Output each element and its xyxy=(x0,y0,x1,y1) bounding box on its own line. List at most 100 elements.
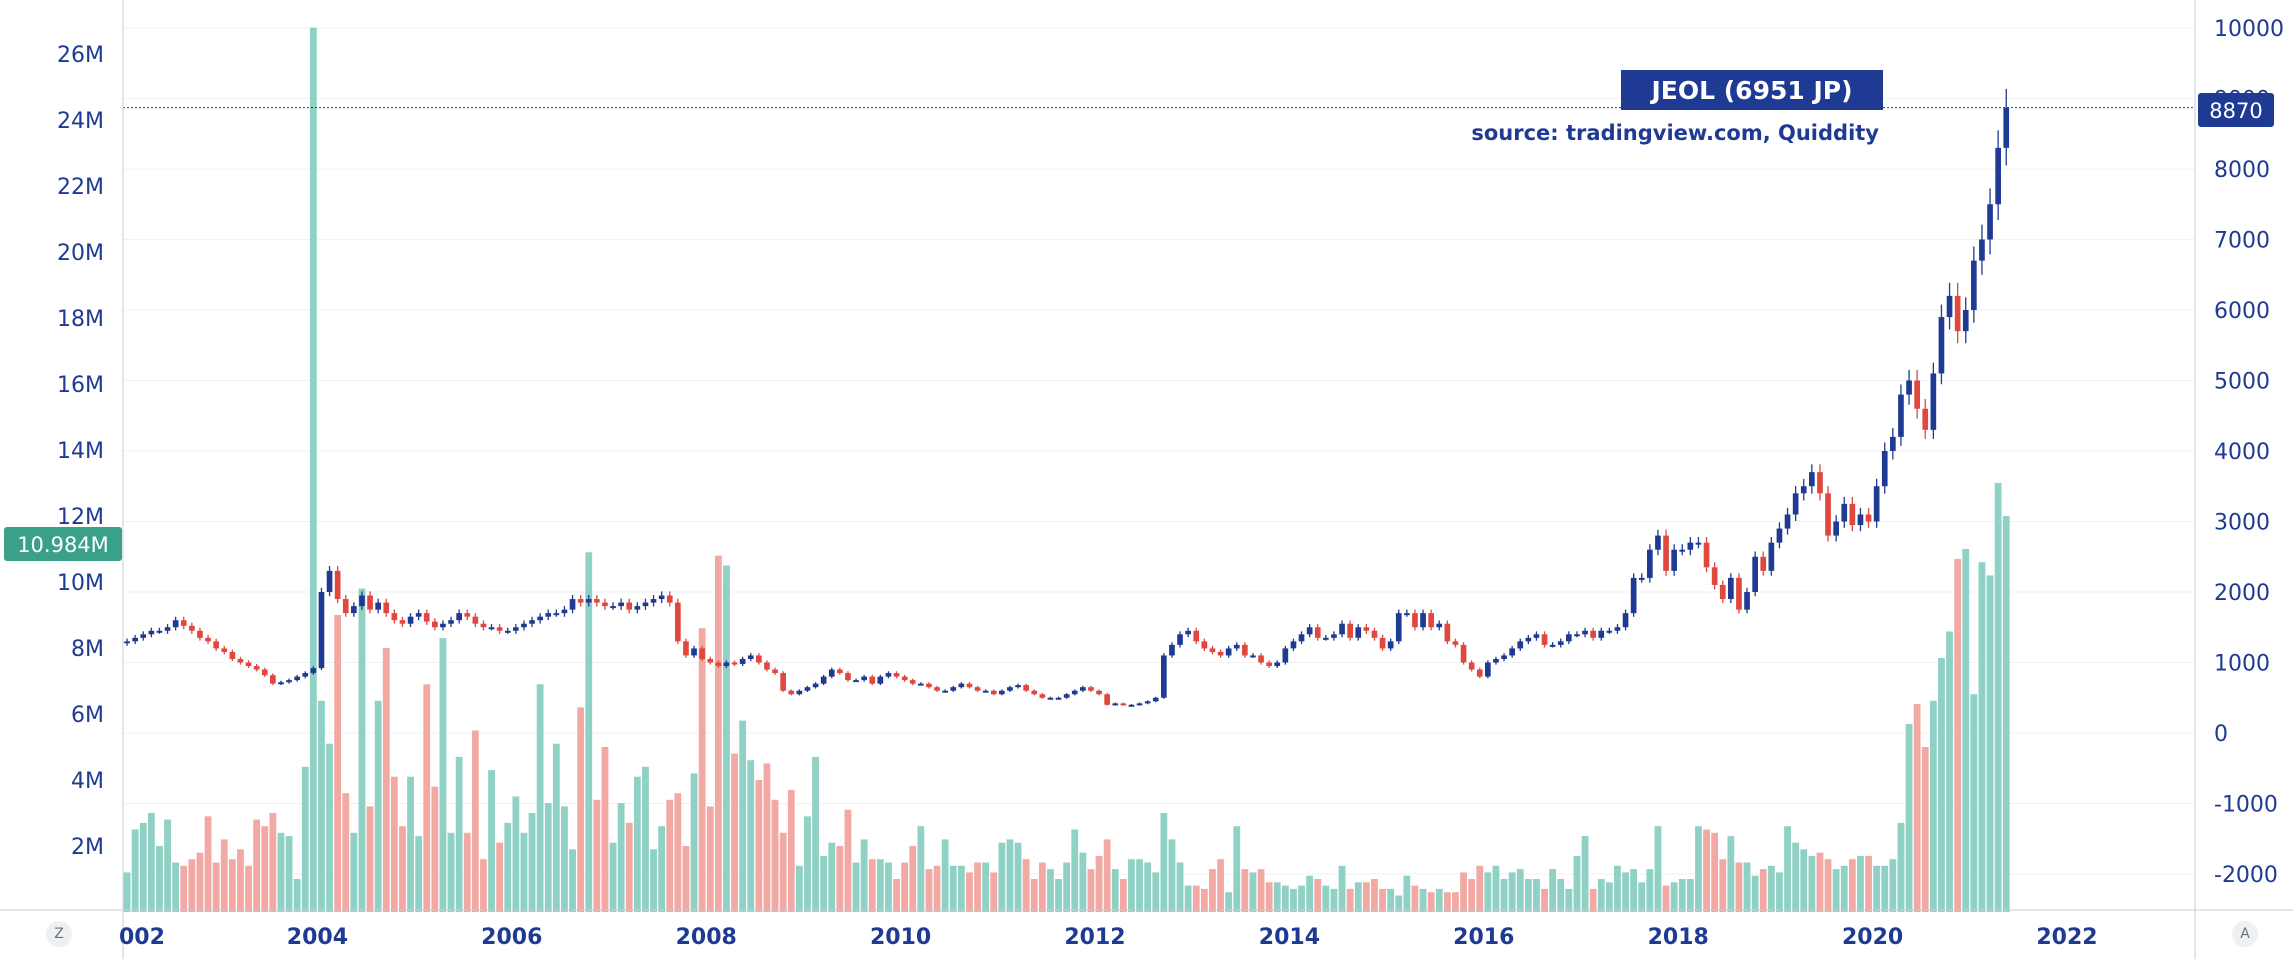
candle-body xyxy=(1776,528,1783,543)
volume-bar xyxy=(1395,895,1403,912)
volume-bar xyxy=(933,865,941,912)
candle-body xyxy=(869,676,876,684)
volume-bar xyxy=(366,806,374,912)
candle-body xyxy=(1395,613,1402,642)
candle-body xyxy=(1574,634,1580,637)
candle-body xyxy=(1800,486,1807,494)
candle-body xyxy=(804,687,811,691)
volume-bar xyxy=(1152,872,1160,912)
candle-body xyxy=(148,630,155,635)
last-price-label: 8870 xyxy=(2209,99,2262,123)
candle-body xyxy=(180,620,187,626)
candle-body xyxy=(496,627,503,631)
volume-bar xyxy=(893,879,900,912)
candle-body xyxy=(294,676,300,681)
volume-bar xyxy=(1970,694,1978,912)
candle-body xyxy=(788,690,795,695)
volume-bar xyxy=(1500,879,1508,912)
volume-bar xyxy=(1614,865,1621,912)
volume-bar xyxy=(1071,829,1079,912)
volume-bar xyxy=(949,865,957,912)
candle-body xyxy=(1614,627,1621,631)
time-tick-label: 2006 xyxy=(481,925,542,950)
candle-body xyxy=(1209,648,1216,652)
volume-bar xyxy=(164,819,171,912)
volume-bar xyxy=(1954,558,1962,912)
zoom-reset-button[interactable]: Z xyxy=(46,921,72,947)
volume-bar xyxy=(1063,862,1071,912)
candle-body xyxy=(1258,655,1264,663)
candle-body xyxy=(577,599,584,603)
last-volume-label: 10.984M xyxy=(17,533,109,557)
candle-body xyxy=(1128,704,1135,707)
volume-bar xyxy=(552,743,560,912)
volume-bar xyxy=(779,832,787,912)
volume-bar xyxy=(374,700,382,912)
volume-bar xyxy=(1387,888,1395,912)
volume-bar xyxy=(885,862,892,912)
volume-bar xyxy=(1492,865,1500,912)
candle-body xyxy=(1420,613,1426,628)
candle-body xyxy=(974,687,981,691)
candle-body xyxy=(1217,651,1224,656)
volume-bar xyxy=(1800,849,1808,912)
price-tick-label: -1000 xyxy=(2214,793,2278,818)
candle-body xyxy=(448,620,454,624)
candle-body xyxy=(140,634,147,638)
volume-bar xyxy=(439,638,447,912)
volume-bar xyxy=(1265,882,1273,912)
volume-tick-label: 14M xyxy=(57,439,104,464)
candle-body xyxy=(739,658,746,664)
candle-body xyxy=(885,673,892,677)
price-tick-label: 7000 xyxy=(2214,229,2270,254)
candle-body xyxy=(1792,493,1799,515)
candle-body xyxy=(480,623,487,628)
candle-body xyxy=(1622,613,1629,628)
candle-body xyxy=(561,609,568,614)
candle-body xyxy=(1679,549,1686,552)
candle-body xyxy=(1152,697,1159,702)
volume-bar xyxy=(463,832,471,912)
candle-body xyxy=(124,641,130,644)
candle-body xyxy=(2003,107,2010,148)
volume-bar xyxy=(901,862,909,912)
candle-body xyxy=(699,648,705,659)
candle-body xyxy=(1525,637,1532,642)
volume-bar xyxy=(1200,888,1208,912)
candle-body xyxy=(1169,644,1175,656)
volume-bar xyxy=(212,862,220,912)
volume-bar xyxy=(642,766,649,912)
candle-body xyxy=(270,675,276,684)
volume-bar xyxy=(747,760,755,912)
volume-bar xyxy=(156,846,163,912)
volume-bar xyxy=(1873,865,1881,912)
candle-body xyxy=(780,673,786,691)
candle-body xyxy=(1582,630,1588,635)
volume-bar xyxy=(633,776,641,912)
candle-body xyxy=(1752,556,1758,592)
candle-body xyxy=(1185,630,1191,635)
candle-body xyxy=(1987,204,1993,240)
candle-body xyxy=(982,690,989,693)
volume-tick-label: 8M xyxy=(71,637,104,662)
candle-body xyxy=(164,627,171,631)
auto-scale-button[interactable]: A xyxy=(2232,921,2258,947)
volume-bar xyxy=(755,780,763,912)
candle-body xyxy=(1039,694,1046,698)
volume-bar xyxy=(577,707,585,912)
candle-body xyxy=(999,690,1005,695)
candle-body xyxy=(383,602,390,614)
candle-body xyxy=(1630,577,1637,614)
candle-body xyxy=(594,599,600,603)
candle-body xyxy=(545,613,552,617)
volume-bar xyxy=(536,684,544,912)
volume-bar xyxy=(1468,879,1476,912)
candle-body xyxy=(1995,147,2001,205)
candle-body xyxy=(359,595,365,607)
candle-body xyxy=(1055,697,1062,700)
time-tick-label: 2004 xyxy=(287,925,348,950)
candle-body xyxy=(1898,394,1904,437)
candle-body xyxy=(1784,514,1791,529)
candle-body xyxy=(472,616,479,624)
volume-bar xyxy=(269,813,277,912)
